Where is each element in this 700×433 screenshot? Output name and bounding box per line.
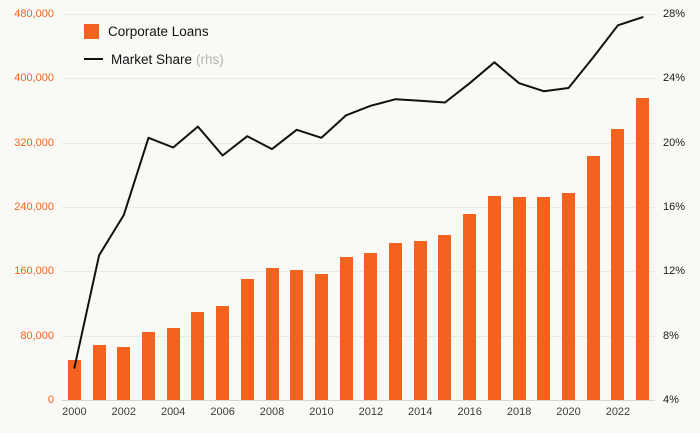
gridline	[62, 78, 655, 80]
bar-2022	[611, 129, 625, 400]
x-axis-tick: 2022	[605, 406, 631, 418]
legend-rhs-suffix: (rhs)	[196, 51, 224, 67]
bar-2013	[389, 243, 403, 400]
bar-2005	[191, 311, 205, 400]
y-axis-right-tick: 12%	[663, 265, 686, 278]
x-axis-tick: 2002	[111, 406, 137, 418]
x-axis-tick: 2010	[309, 406, 334, 418]
y-axis-left-tick: 400,000	[14, 72, 54, 85]
bar-2020	[562, 193, 576, 400]
bar-2017	[487, 195, 501, 400]
bar-2011	[339, 256, 353, 400]
y-axis-left-tick: 160,000	[14, 265, 54, 278]
bar-2008	[265, 268, 279, 400]
bar-2009	[290, 269, 304, 400]
gridline	[62, 14, 655, 15]
y-axis-left-tick: 240,000	[14, 201, 54, 213]
y-axis-right-tick: 4%	[663, 394, 679, 406]
legend: Corporate Loans Market Share (rhs)	[84, 17, 224, 73]
x-axis-tick: 2004	[160, 406, 186, 418]
bar-2018	[512, 197, 526, 400]
y-axis-right-tick: 8%	[663, 329, 679, 342]
bar-2001	[92, 345, 106, 400]
x-axis-tick: 2018	[506, 406, 532, 418]
y-axis-right-tick: 24%	[663, 72, 686, 85]
bar-2023	[636, 97, 650, 400]
legend-label-market-share: Market Share	[111, 51, 193, 67]
x-axis-tick: 2008	[259, 406, 285, 418]
x-axis-tick: 2006	[210, 406, 235, 418]
bar-2006	[216, 305, 230, 400]
legend-item-corporate-loans: Corporate Loans	[84, 17, 224, 45]
x-axis-tick: 2014	[408, 406, 433, 418]
gridline	[62, 142, 655, 144]
x-axis-tick: 2012	[358, 406, 384, 418]
bar-2010	[314, 273, 328, 400]
bar-2003	[141, 331, 155, 400]
y-axis-left-tick: 80,000	[20, 329, 54, 342]
x-axis-tick: 2000	[62, 406, 87, 418]
y-axis-left-tick: 320,000	[14, 136, 54, 149]
x-axis-tick: 2016	[457, 406, 482, 418]
y-axis-right-tick: 20%	[663, 136, 686, 149]
x-axis-tick: 2020	[556, 406, 581, 418]
bar-2015	[438, 235, 452, 400]
y-axis-right-tick: 16%	[663, 201, 686, 213]
bar-2002	[117, 346, 131, 400]
line-swatch-icon	[84, 57, 103, 61]
bar-2000	[67, 359, 81, 400]
y-axis-right-tick: 28%	[663, 8, 686, 20]
bar-2007	[240, 279, 254, 400]
bar-2012	[364, 252, 378, 400]
legend-label-corporate-loans: Corporate Loans	[108, 23, 209, 39]
bar-2021	[586, 155, 600, 400]
legend-item-market-share: Market Share (rhs)	[84, 45, 224, 73]
bar-2004	[166, 327, 180, 400]
y-axis-left-tick: 0	[47, 394, 54, 406]
y-axis-left-tick: 480,000	[14, 8, 54, 20]
bar-2016	[463, 214, 477, 400]
bar-2014	[413, 240, 427, 400]
bar-swatch-icon	[84, 23, 99, 39]
bar-2019	[537, 196, 551, 400]
